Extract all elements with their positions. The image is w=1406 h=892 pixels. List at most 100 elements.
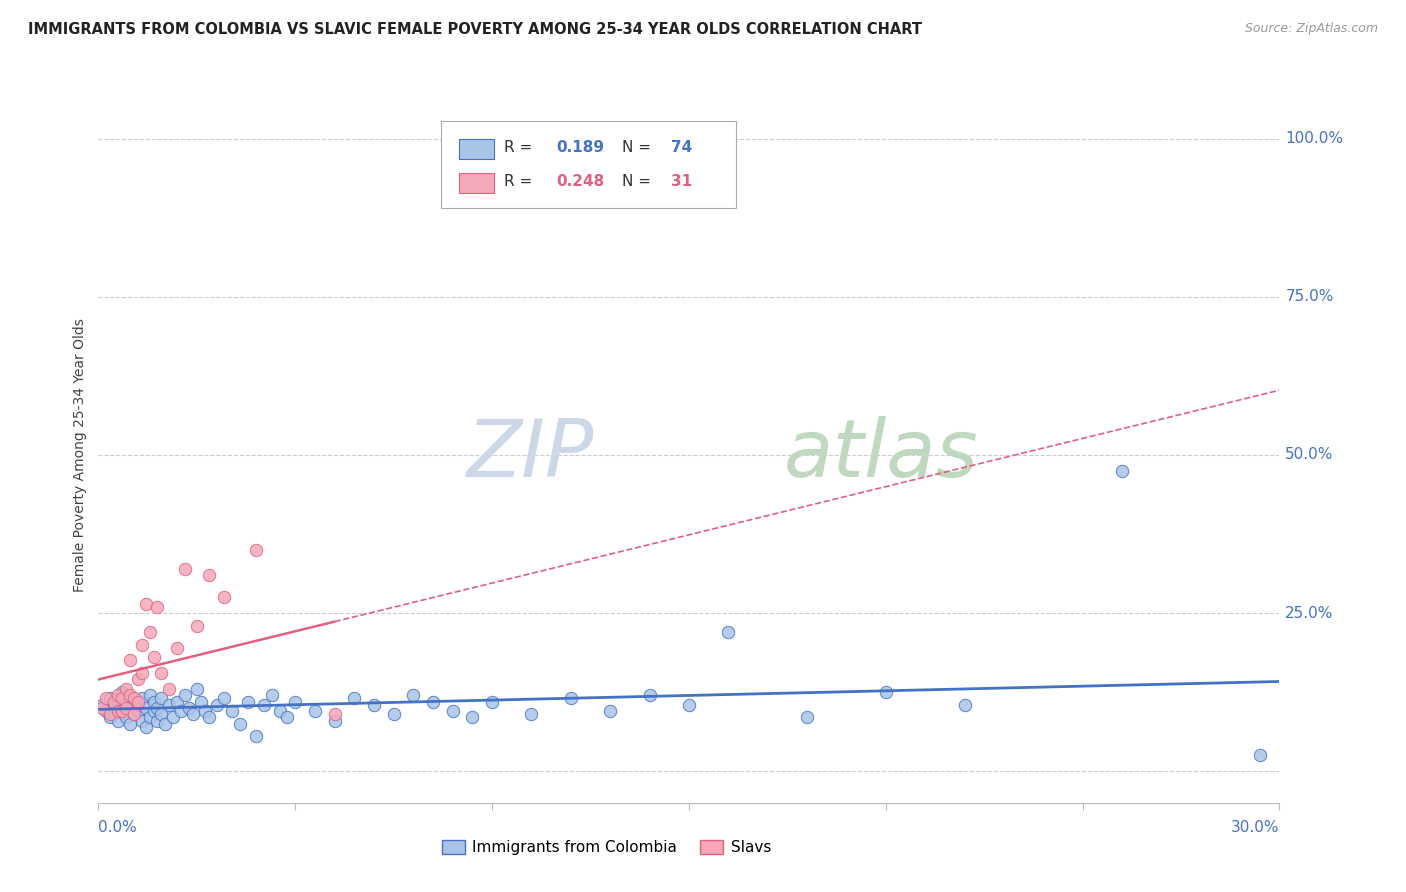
Point (796, 710, 818, 724)
Point (236, 695, 259, 709)
Point (560, 691, 582, 706)
Point (875, 685, 897, 699)
Point (103, 695, 125, 709)
Point (91, 698, 114, 712)
Point (162, 710, 184, 724)
Point (197, 710, 219, 724)
Text: 25.0%: 25.0% (1285, 606, 1334, 621)
Point (323, 714, 346, 728)
Point (96, 691, 118, 706)
Text: IMMIGRANTS FROM COLOMBIA VS SLAVIC FEMALE POVERTY AMONG 25-34 YEAR OLDS CORRELAT: IMMIGRANTS FROM COLOMBIA VS SLAVIC FEMAL… (28, 22, 922, 37)
Point (150, 666, 173, 681)
Point (107, 704, 129, 718)
Point (127, 673, 149, 687)
Point (245, 730, 267, 744)
Text: 50.0%: 50.0% (1285, 448, 1334, 462)
Point (197, 568, 219, 582)
Point (142, 650, 165, 665)
Point (253, 698, 276, 712)
Point (186, 618, 208, 632)
Point (363, 698, 385, 712)
Point (1249, 748, 1271, 763)
Point (127, 704, 149, 718)
Point (122, 707, 145, 722)
Point (150, 691, 173, 706)
Point (96, 704, 118, 718)
Point (186, 681, 208, 696)
Point (214, 591, 236, 605)
Point (276, 710, 298, 724)
Point (91, 701, 114, 715)
Point (422, 695, 444, 709)
Point (118, 691, 141, 706)
Point (107, 688, 129, 702)
Point (155, 716, 177, 731)
Point (205, 698, 228, 712)
Text: 31: 31 (671, 174, 692, 189)
Point (214, 691, 236, 706)
Point (111, 691, 134, 706)
Point (103, 707, 125, 722)
Text: R =: R = (503, 140, 537, 155)
Point (107, 695, 129, 709)
Point (138, 625, 160, 640)
Point (127, 695, 149, 709)
Point (98, 707, 121, 722)
Point (520, 707, 543, 722)
Point (118, 653, 141, 667)
Point (111, 685, 134, 699)
Point (323, 707, 346, 722)
Point (131, 638, 153, 652)
Point (717, 625, 740, 640)
Point (142, 695, 165, 709)
Text: 0.189: 0.189 (557, 140, 605, 155)
Bar (458, 173, 494, 193)
Point (170, 704, 193, 718)
Bar (458, 139, 494, 159)
Point (146, 701, 169, 715)
Point (111, 704, 134, 718)
Point (174, 688, 197, 702)
Point (304, 704, 326, 718)
Point (146, 599, 169, 614)
Point (190, 695, 212, 709)
Point (98, 710, 121, 724)
Text: 30.0%: 30.0% (1232, 821, 1279, 835)
Point (221, 704, 243, 718)
FancyBboxPatch shape (441, 121, 737, 208)
Text: N =: N = (621, 174, 655, 189)
Point (115, 698, 138, 712)
Text: R =: R = (503, 174, 537, 189)
Point (98, 691, 121, 706)
Point (138, 688, 160, 702)
Point (481, 695, 503, 709)
Point (678, 698, 700, 712)
Point (343, 691, 366, 706)
Point (174, 562, 197, 576)
Point (953, 698, 976, 712)
Point (157, 698, 180, 712)
Point (135, 597, 157, 611)
Point (157, 681, 180, 696)
Point (260, 688, 283, 702)
Point (599, 704, 621, 718)
Point (166, 640, 188, 655)
Text: 0.248: 0.248 (557, 174, 605, 189)
Point (150, 707, 173, 722)
Point (461, 710, 484, 724)
Point (118, 688, 141, 702)
Point (115, 681, 138, 696)
Point (181, 707, 204, 722)
Point (441, 704, 464, 718)
Point (122, 691, 145, 706)
Text: Source: ZipAtlas.com: Source: ZipAtlas.com (1244, 22, 1378, 36)
Point (245, 542, 267, 557)
Point (131, 714, 153, 728)
Point (138, 710, 160, 724)
Point (131, 666, 153, 681)
Point (115, 710, 138, 724)
Point (103, 701, 125, 715)
Point (194, 704, 217, 718)
Y-axis label: Female Poverty Among 25-34 Year Olds: Female Poverty Among 25-34 Year Olds (73, 318, 87, 592)
Point (131, 691, 153, 706)
